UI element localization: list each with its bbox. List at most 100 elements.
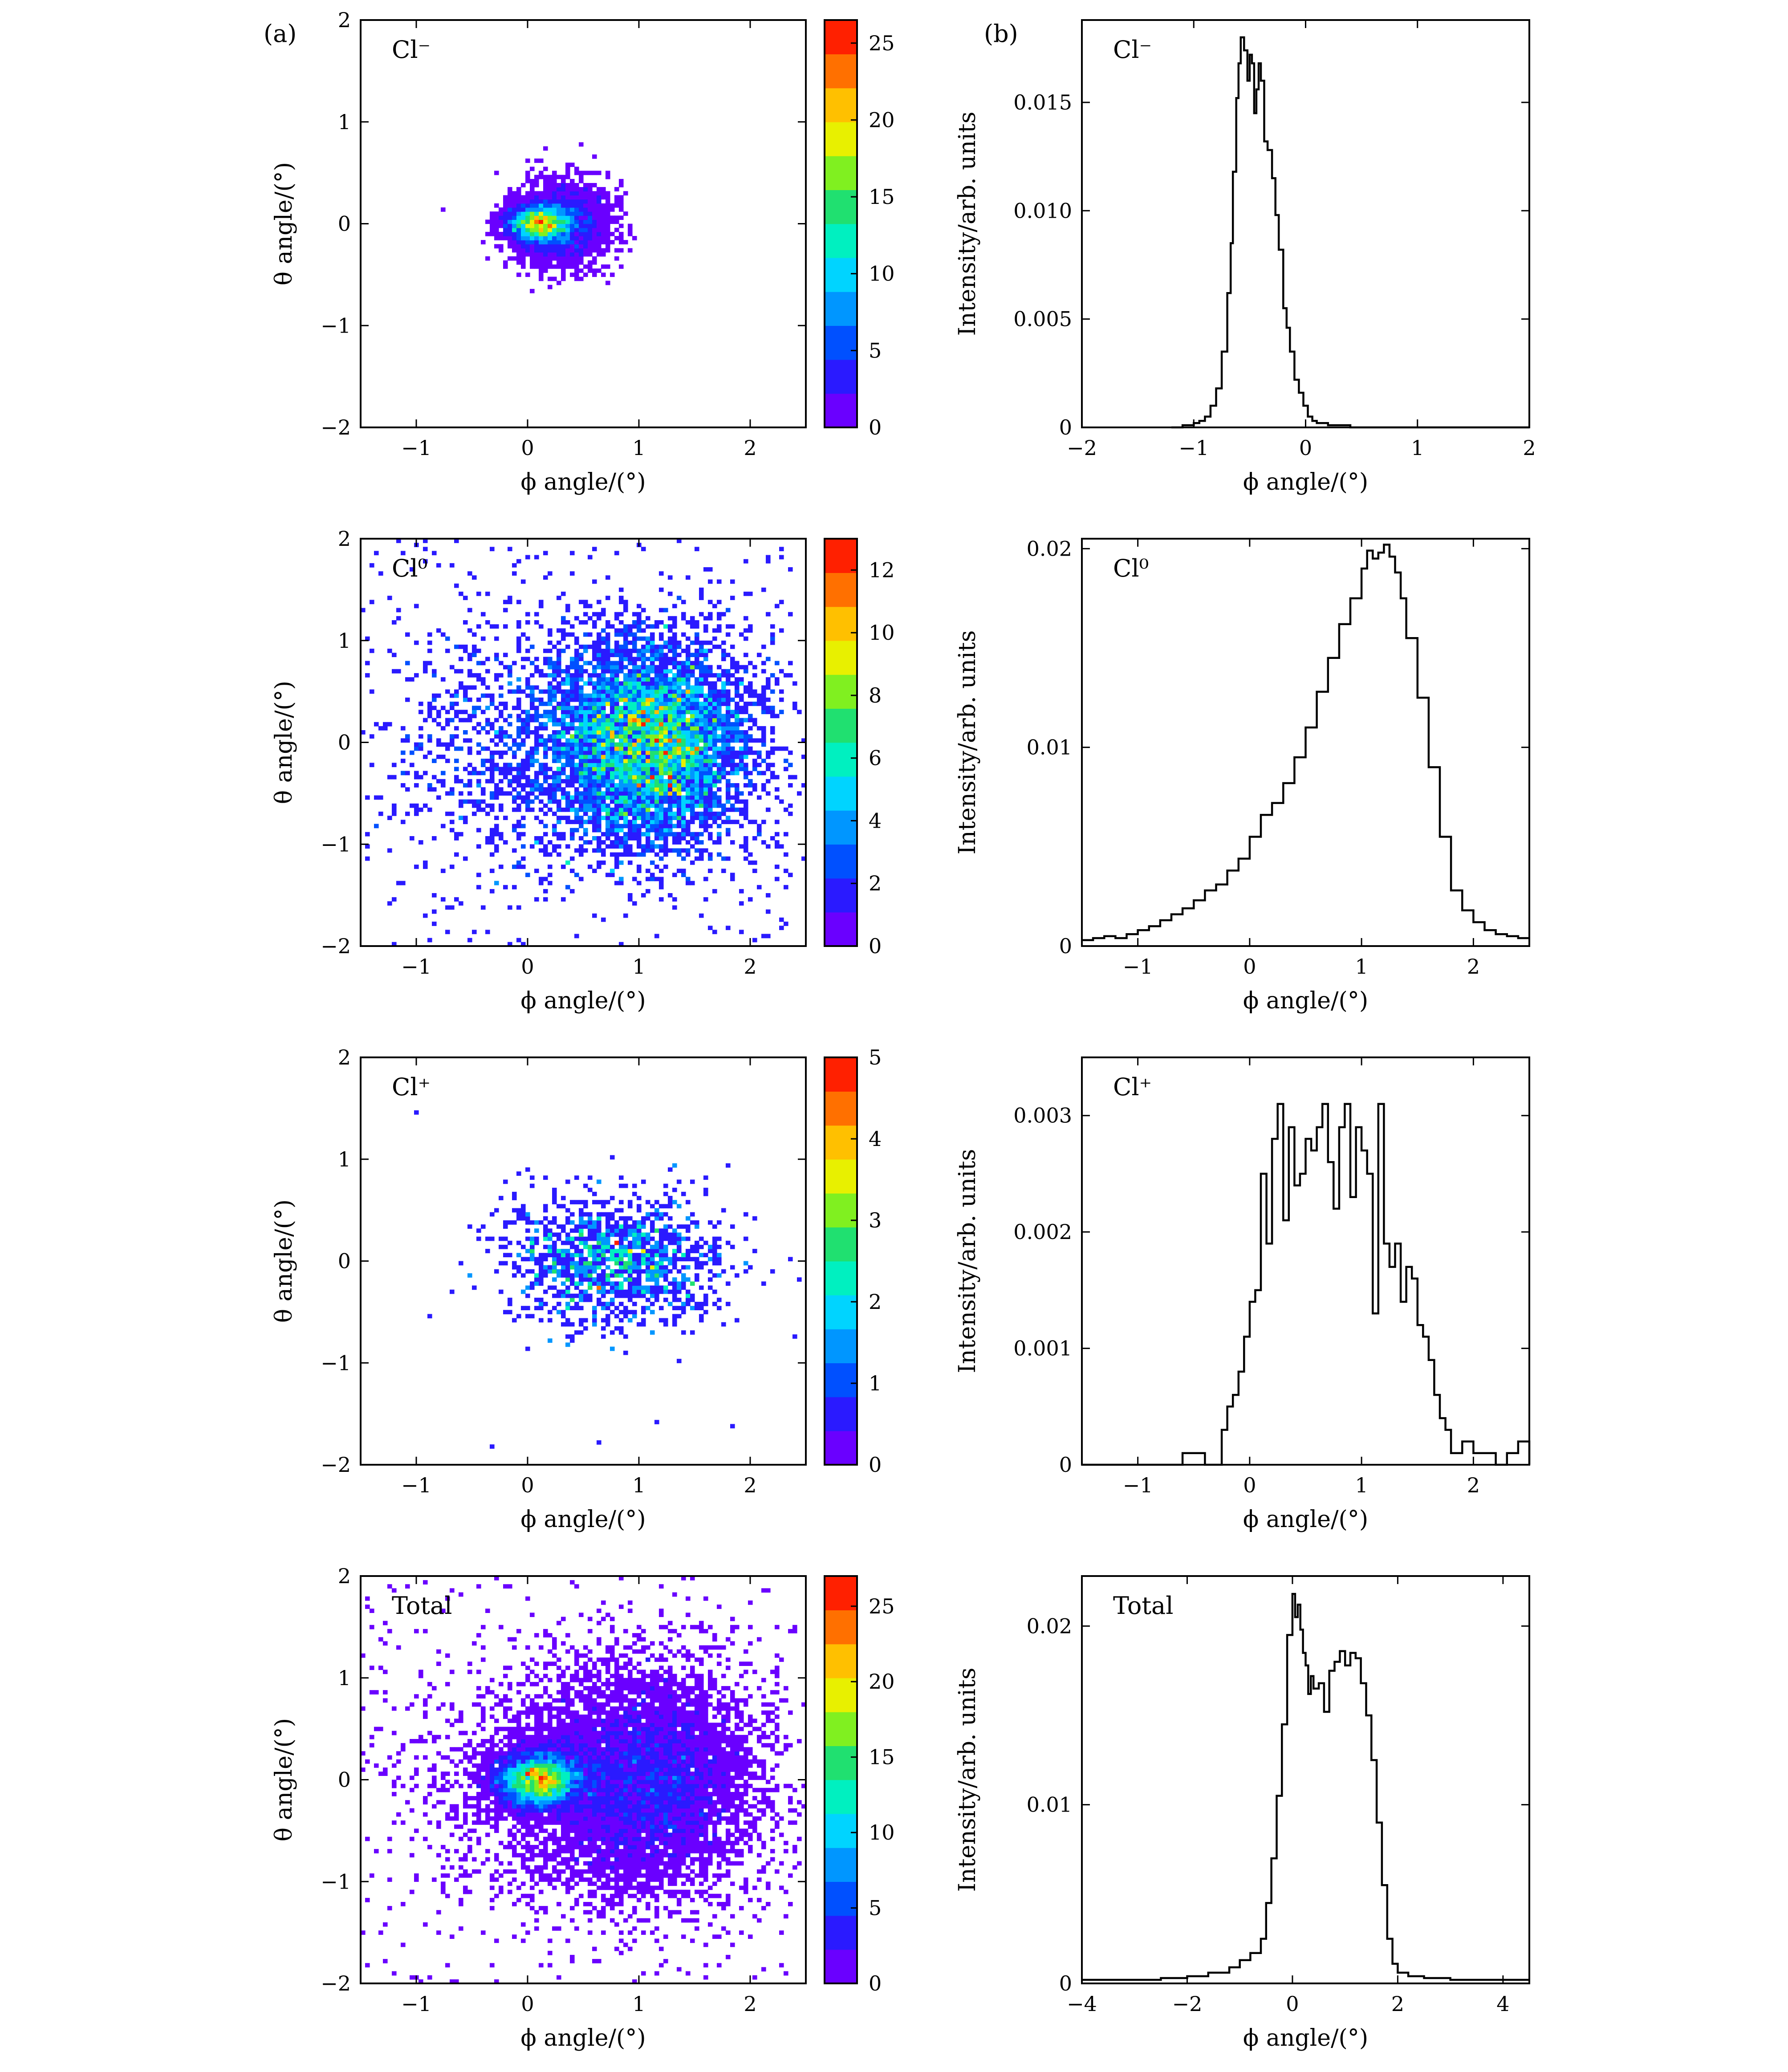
heatmap-cell bbox=[654, 1289, 659, 1294]
heatmap-cell bbox=[574, 248, 579, 253]
heatmap-cell bbox=[392, 669, 397, 674]
heatmap-cell bbox=[695, 836, 699, 841]
heatmap-cell bbox=[552, 1257, 557, 1262]
heatmap-cell bbox=[619, 1208, 624, 1213]
heatmap-cell bbox=[401, 750, 406, 755]
heatmap-cell bbox=[690, 693, 695, 698]
heatmap-cell bbox=[565, 689, 570, 694]
heatmap-cell bbox=[512, 828, 517, 833]
heatmap-cell bbox=[628, 844, 633, 849]
heatmap-cell bbox=[410, 750, 414, 755]
heatmap-cell bbox=[365, 1897, 370, 1902]
heatmap-cell bbox=[570, 681, 575, 686]
heatmap-cell bbox=[610, 824, 615, 829]
heatmap-cell bbox=[534, 742, 539, 747]
heatmap-cell bbox=[623, 913, 628, 918]
heatmap-cell bbox=[623, 718, 628, 723]
heatmap-cell bbox=[557, 689, 561, 694]
heatmap-cell bbox=[574, 681, 579, 686]
heatmap-cell bbox=[557, 779, 561, 784]
heatmap-cell bbox=[521, 730, 526, 735]
heatmap-cell bbox=[530, 799, 535, 804]
heatmap-cell bbox=[485, 779, 490, 784]
heatmap-cell bbox=[565, 779, 570, 784]
heatmap-cell bbox=[775, 714, 780, 719]
heatmap-cell bbox=[708, 616, 713, 621]
heatmap-cell bbox=[677, 795, 682, 800]
heatmap-cell bbox=[672, 1322, 677, 1327]
heatmap-cell bbox=[601, 191, 606, 196]
heatmap-cell bbox=[579, 783, 584, 788]
heatmap-cell bbox=[503, 1261, 508, 1266]
series-label: Cl⁰ bbox=[392, 554, 427, 582]
y-tick-label: 1 bbox=[338, 110, 351, 134]
heatmap-cell bbox=[703, 767, 708, 772]
heatmap-cell bbox=[681, 832, 686, 837]
heatmap-cell bbox=[646, 1240, 650, 1245]
heatmap-cell bbox=[530, 787, 535, 792]
heatmap-cell bbox=[548, 767, 553, 772]
heatmap-cell bbox=[632, 828, 637, 833]
heatmap-cell bbox=[681, 1191, 686, 1196]
heatmap-cell bbox=[512, 1191, 517, 1196]
heatmap-cell bbox=[588, 1253, 593, 1257]
heatmap-cell bbox=[637, 1253, 642, 1257]
heatmap-cell bbox=[539, 600, 544, 605]
heatmap-cell bbox=[672, 685, 677, 690]
heatmap-cell bbox=[748, 746, 753, 751]
heatmap-cell bbox=[392, 1971, 397, 1976]
heatmap-cell bbox=[552, 211, 557, 216]
heatmap-cell bbox=[410, 567, 414, 572]
heatmap-cell bbox=[712, 791, 717, 796]
heatmap-cell bbox=[570, 240, 575, 244]
heatmap-cell bbox=[481, 763, 486, 768]
colorbar-tick-label: 0 bbox=[869, 415, 882, 439]
heatmap-cell bbox=[663, 706, 668, 710]
heatmap-cell bbox=[672, 681, 677, 686]
y-tick-label: 2 bbox=[338, 527, 351, 551]
heatmap-cell bbox=[610, 795, 615, 800]
heatmap-cell bbox=[637, 787, 642, 792]
heatmap-cell bbox=[570, 755, 575, 759]
heatmap-cell bbox=[712, 799, 717, 804]
heatmap-cell bbox=[552, 1293, 557, 1298]
heatmap-cell bbox=[681, 750, 686, 755]
heatmap-cell bbox=[436, 738, 441, 743]
heatmap-cell bbox=[597, 236, 601, 240]
heatmap-cell bbox=[637, 816, 642, 820]
heatmap-cell bbox=[548, 714, 553, 719]
heatmap-cell bbox=[610, 734, 615, 739]
heatmap-cell bbox=[654, 718, 659, 723]
heatmap-cell bbox=[601, 714, 606, 719]
heatmap-cell bbox=[525, 730, 530, 735]
heatmap-cell bbox=[579, 763, 584, 768]
heatmap-cell bbox=[739, 844, 744, 849]
heatmap-cell bbox=[677, 1902, 682, 1906]
heatmap-cell bbox=[637, 726, 642, 731]
heatmap-cell bbox=[490, 836, 495, 841]
heatmap-cell bbox=[512, 219, 517, 224]
heatmap-cell bbox=[557, 759, 561, 763]
heatmap-cell bbox=[690, 1281, 695, 1286]
heatmap-cell bbox=[605, 726, 610, 731]
heatmap-cell bbox=[601, 840, 606, 845]
heatmap-cell bbox=[579, 1269, 584, 1274]
heatmap-cell bbox=[450, 1979, 455, 1984]
heatmap-cell bbox=[632, 795, 637, 800]
heatmap-cell bbox=[557, 203, 561, 208]
heatmap-cell bbox=[695, 1257, 699, 1262]
heatmap-cell bbox=[361, 1930, 366, 1935]
heatmap-cell bbox=[668, 669, 673, 674]
heatmap-cell bbox=[583, 1224, 588, 1229]
heatmap-cell bbox=[641, 1293, 646, 1298]
heatmap-cell bbox=[601, 693, 606, 698]
heatmap-cell bbox=[614, 1240, 619, 1245]
heatmap-cell bbox=[570, 183, 575, 187]
heatmap-cell bbox=[659, 763, 664, 768]
heatmap-cell bbox=[605, 665, 610, 670]
heatmap-cell bbox=[703, 714, 708, 719]
heatmap-cell bbox=[570, 1200, 575, 1205]
heatmap-cell bbox=[695, 730, 699, 735]
heatmap-cell bbox=[601, 832, 606, 837]
y-tick-label: −1 bbox=[321, 313, 351, 337]
